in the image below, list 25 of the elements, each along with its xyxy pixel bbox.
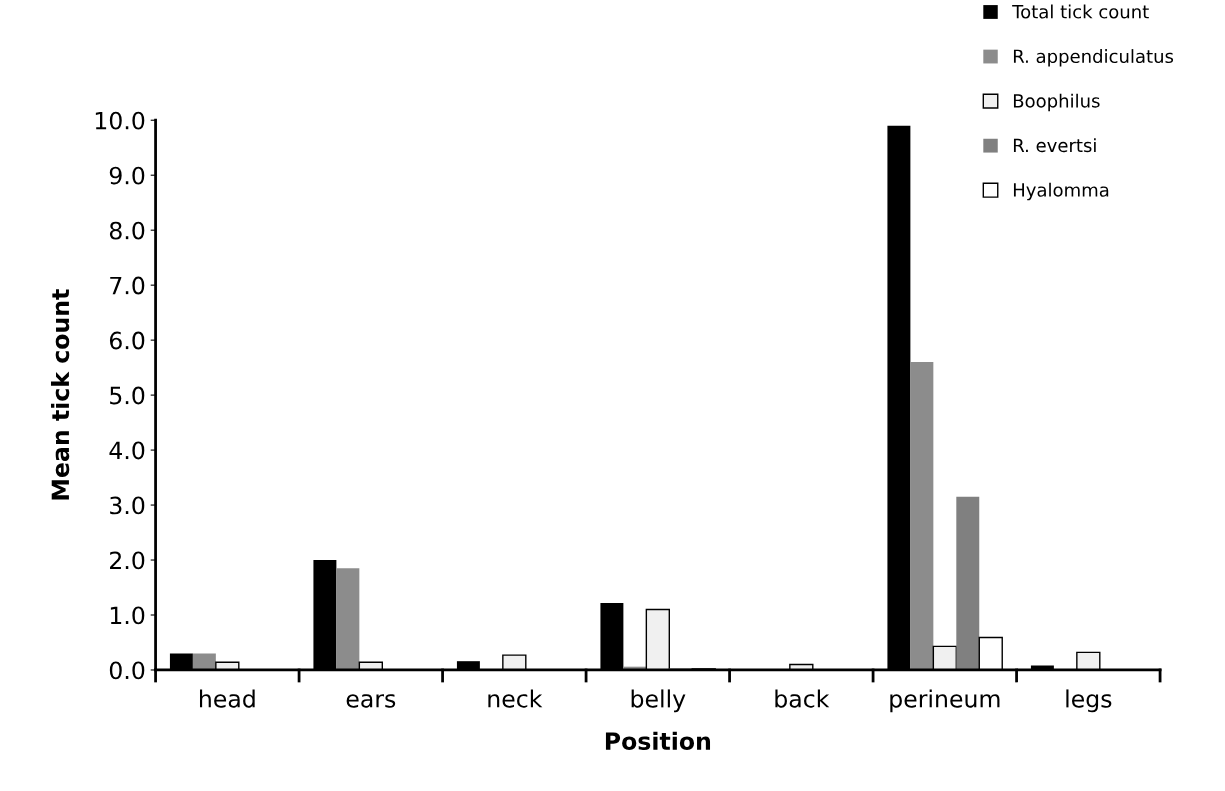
legend-label: Hyalomma: [1013, 182, 1109, 201]
x-axis-title: Position: [605, 731, 711, 750]
y-tick-label: 2.0: [110, 551, 145, 570]
x-tick-label: head: [199, 689, 255, 708]
y-tick-label: 9.0: [109, 166, 145, 185]
x-tick-label: perineum: [890, 689, 1000, 713]
legend-label: R. evertsi: [1013, 138, 1096, 153]
y-tick-label: 3.0: [110, 496, 145, 515]
y-axis-title: Mean tick count: [50, 289, 70, 500]
y-tick-label: 6.0: [109, 331, 145, 350]
y-tick-label: 10.0: [95, 111, 145, 130]
y-tick-label: 8.0: [109, 221, 145, 240]
legend-label: R. appendiculatus: [1013, 49, 1174, 67]
x-tick-label: belly: [631, 689, 686, 713]
y-tick-label: 7.0: [110, 276, 145, 295]
legend-label: Total tick count: [1012, 4, 1149, 19]
x-tick-label: ears: [346, 694, 396, 708]
y-tick-label: 1.0: [110, 606, 145, 625]
x-tick-label: neck: [488, 689, 543, 708]
x-tick-label: legs: [1066, 689, 1112, 713]
y-tick-label: 0.0: [109, 661, 145, 680]
x-tick-label: back: [775, 689, 830, 708]
y-tick-label: 5.0: [110, 386, 145, 405]
legend-label: Boophilus: [1013, 93, 1100, 112]
y-tick-label: 4.0: [109, 441, 145, 460]
